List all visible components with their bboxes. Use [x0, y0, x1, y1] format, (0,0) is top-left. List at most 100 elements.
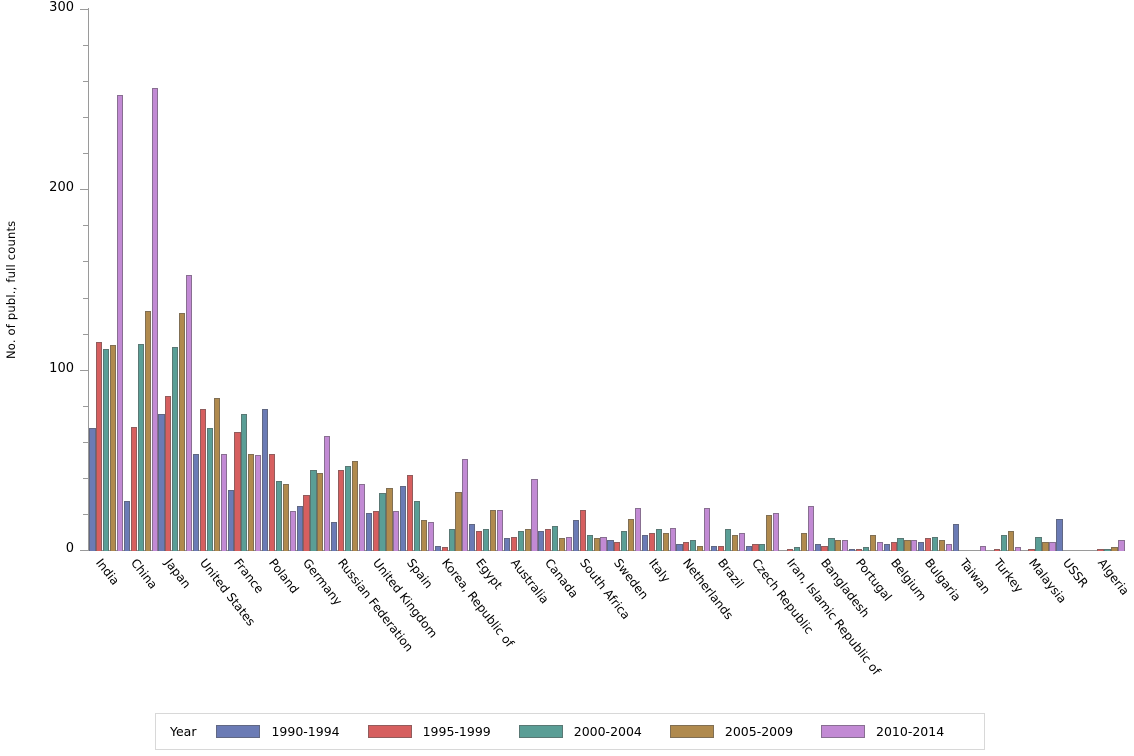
bar: [952, 523, 960, 551]
bar: [213, 397, 220, 551]
bar-group: [158, 10, 193, 551]
y-axis-tick-label: 100: [49, 360, 74, 376]
bar: [676, 543, 683, 551]
bar: [552, 525, 559, 551]
legend-item[interactable]: 1995-1999: [367, 724, 491, 739]
bar-group: [538, 10, 573, 551]
x-axis-tick-label: Czech Republic: [749, 556, 817, 637]
chart-legend: Year 1990-1994 1995-1999 2000-2004 2005-200…: [155, 713, 985, 750]
bar: [372, 511, 379, 551]
bar: [862, 547, 870, 551]
bar: [1000, 534, 1008, 551]
bar: [904, 540, 911, 551]
bar: [220, 453, 227, 551]
bar: [600, 536, 607, 551]
bar: [165, 395, 172, 551]
x-axis-tick-label: USSR: [1060, 556, 1092, 591]
y-axis-tick: [83, 441, 89, 443]
bar: [911, 540, 918, 551]
bar: [351, 460, 358, 551]
x-axis-tick-label: Algeria: [1094, 556, 1132, 598]
bar: [738, 532, 745, 551]
bar: [752, 543, 759, 551]
bar: [717, 545, 725, 551]
legend-item-label: 1995-1999: [422, 724, 491, 739]
bar: [517, 531, 524, 551]
bar: [137, 343, 144, 551]
bar: [993, 549, 1001, 551]
bar: [179, 312, 186, 551]
legend-item[interactable]: 2005-2009: [669, 724, 794, 739]
bar: [158, 413, 165, 551]
bar: [607, 540, 614, 551]
bar: [876, 541, 883, 551]
bar: [635, 507, 642, 551]
bar: [641, 534, 649, 551]
bar: [807, 505, 814, 551]
bar: [123, 500, 131, 551]
bar: [130, 426, 137, 551]
bar: [586, 534, 593, 551]
bar: [448, 529, 455, 551]
x-axis-tick-label: Japan: [162, 556, 194, 591]
y-axis-tick-label: 300: [49, 0, 74, 15]
legend-item-label: 2005-2009: [724, 724, 794, 739]
bar: [925, 538, 932, 551]
bar: [317, 473, 324, 551]
bar: [365, 513, 372, 551]
bar: [496, 509, 503, 551]
bar-group: [883, 10, 918, 551]
bar: [759, 543, 766, 551]
x-axis-tick-label: Poland: [265, 556, 302, 597]
y-axis-tick: [80, 369, 89, 371]
bar-group: [503, 10, 538, 551]
bar: [192, 453, 200, 551]
bar: [186, 275, 193, 551]
bar: [704, 507, 711, 551]
bar: [731, 534, 738, 551]
bar: [828, 538, 835, 551]
y-axis-tick: [83, 117, 89, 119]
bar-group: [123, 10, 159, 551]
bar: [842, 540, 849, 551]
bar: [455, 491, 462, 551]
bar: [1118, 540, 1125, 551]
legend-title: Year: [170, 724, 197, 739]
bar: [262, 408, 269, 551]
bar: [579, 509, 586, 551]
bar: [559, 538, 566, 551]
bar-group: [227, 10, 262, 551]
bar: [897, 538, 904, 551]
bar: [469, 523, 476, 551]
x-axis-tick-label: Turkey: [991, 556, 1027, 596]
x-axis-tick-label: Egypt: [473, 556, 506, 592]
bar-group: [918, 10, 953, 551]
x-axis-tick-label: United Kingdom: [369, 556, 440, 641]
bar: [379, 493, 386, 551]
bar: [545, 529, 552, 551]
bar: [980, 545, 987, 551]
bar: [338, 469, 345, 551]
legend-item[interactable]: 2010-2014: [821, 724, 944, 739]
legend-item[interactable]: 1990-1994: [216, 724, 340, 739]
bar: [932, 536, 939, 551]
bar: [462, 459, 469, 551]
bar: [1035, 536, 1042, 551]
bar: [1049, 541, 1056, 551]
y-axis-tick: [83, 45, 89, 47]
legend-item[interactable]: 2000-2004: [518, 724, 642, 739]
bar-group: [1056, 10, 1091, 551]
plot-area: [89, 10, 1125, 551]
bar: [386, 487, 393, 551]
bar: [621, 531, 628, 551]
bar: [945, 543, 952, 551]
bar: [489, 509, 497, 551]
bar: [648, 532, 655, 551]
bar-group: [434, 10, 469, 551]
bar: [303, 495, 310, 551]
bar: [427, 522, 434, 551]
y-axis-tick-label: 200: [49, 180, 74, 196]
bar: [849, 549, 856, 551]
bar: [358, 484, 365, 551]
bar-group: [1021, 10, 1056, 551]
